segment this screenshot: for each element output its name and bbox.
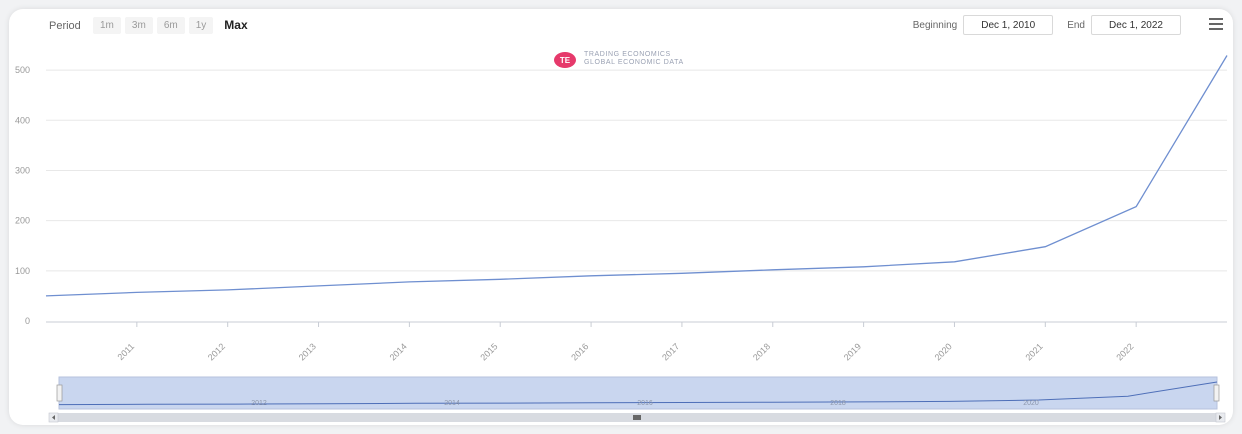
logo-line-2: GLOBAL ECONOMIC DATA	[584, 59, 684, 66]
navigator-tick-label: 2014	[444, 400, 460, 407]
navigator-tick-label: 2018	[830, 400, 846, 407]
navigator-tick-label: 2020	[1023, 400, 1039, 407]
period-button-max[interactable]: Max	[224, 18, 248, 32]
logo-line-1: TRADING ECONOMICS	[584, 51, 671, 58]
y-tick-label: 0	[25, 316, 30, 326]
x-tick-label: 2011	[116, 341, 137, 362]
x-tick-label: 2017	[660, 341, 681, 362]
end-label: End	[1067, 19, 1085, 31]
y-tick-label: 500	[15, 65, 30, 75]
scrollbar-grip-icon[interactable]	[633, 415, 641, 420]
y-tick-label: 400	[15, 115, 30, 125]
x-tick-label: 2021	[1023, 341, 1044, 362]
series-line	[45, 55, 1228, 297]
period-button-6m[interactable]: 6m	[156, 17, 185, 34]
x-tick-label: 2012	[206, 341, 227, 362]
y-tick-label: 100	[15, 266, 30, 276]
period-button-1y[interactable]: 1y	[188, 17, 214, 34]
x-tick-label: 2018	[751, 341, 772, 362]
navigator-right-handle[interactable]	[1213, 384, 1220, 402]
navigator-tick-label: 2012	[251, 400, 267, 407]
navigator-left-handle[interactable]	[56, 384, 63, 402]
x-tick-label: 2020	[933, 341, 954, 362]
scroll-left-arrow-icon	[52, 415, 55, 420]
x-tick-label: 2019	[842, 341, 863, 362]
y-tick-label: 200	[15, 216, 30, 226]
x-tick-label: 2022	[1114, 341, 1135, 362]
trading-economics-logo: TE TRADING ECONOMICS GLOBAL ECONOMIC DAT…	[553, 49, 684, 69]
logo-mark-icon: TE	[554, 52, 576, 68]
x-tick-label: 2015	[478, 341, 499, 362]
end-date-input[interactable]	[1091, 15, 1181, 35]
navigator-tick-label: 2016	[637, 400, 653, 407]
x-tick-label: 2013	[297, 341, 318, 362]
line-chart: 0 100 200 300 400 500 2011 2012 2013 2014 2015 2016…	[15, 55, 1228, 423]
beginning-label: Beginning	[912, 19, 958, 31]
beginning-date-input[interactable]	[963, 15, 1054, 35]
date-range: Beginning End	[913, 15, 1189, 35]
svg-text:TE: TE	[560, 56, 571, 65]
period-label: Period	[49, 20, 81, 32]
y-tick-label: 300	[15, 165, 30, 175]
period-button-1m[interactable]: 1m	[93, 17, 121, 34]
hamburger-menu-icon[interactable]	[1209, 18, 1223, 32]
period-buttons: 1m 3m 6m 1y Max	[93, 17, 255, 34]
x-tick-label: 2016	[569, 341, 590, 362]
navigator-series-line	[58, 381, 1218, 406]
x-tick-label: 2014	[388, 341, 409, 362]
period-button-3m[interactable]: 3m	[124, 17, 153, 34]
scroll-right-arrow-icon	[1219, 415, 1222, 420]
